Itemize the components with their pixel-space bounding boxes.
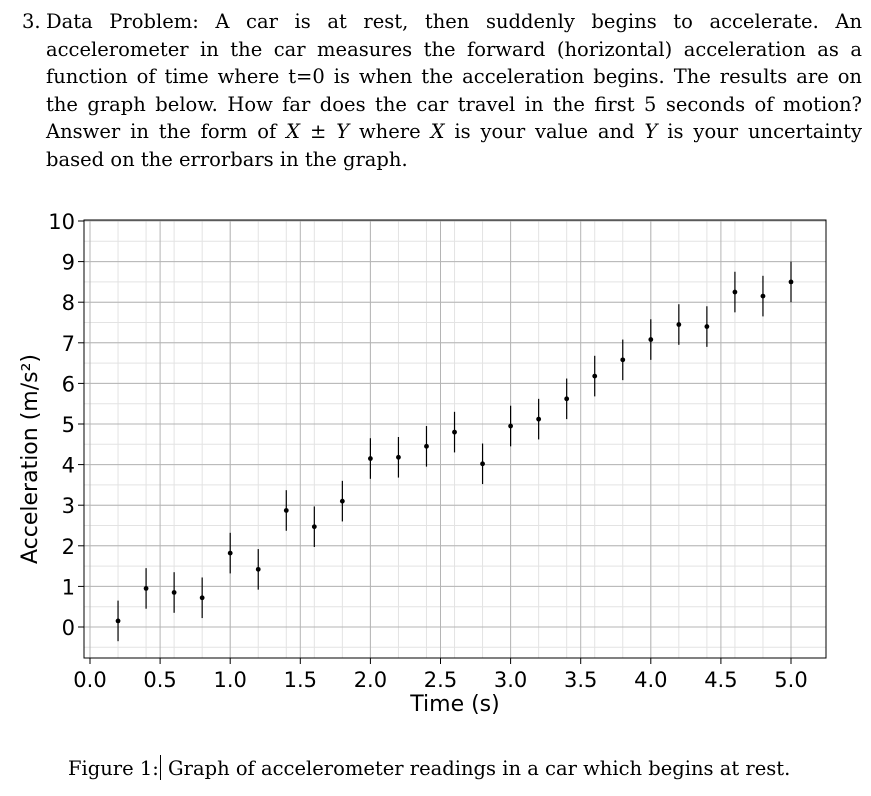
x-tick-label: 2.5 <box>424 668 457 692</box>
x-tick-label: 0.5 <box>143 668 176 692</box>
problem-number: 3. <box>22 10 41 33</box>
problem-text: Data Problem: A car is at rest, then sud… <box>46 8 862 174</box>
caption-text: Graph of accelerometer readings in a car… <box>161 757 791 780</box>
y-tick-label: 5 <box>62 413 75 437</box>
data-point <box>339 498 345 504</box>
x-tick-label: 3.0 <box>494 668 527 692</box>
data-point <box>760 293 766 299</box>
y-tick-label: 6 <box>62 372 75 396</box>
var-x-2: X <box>430 120 445 144</box>
problem-text-where: where <box>349 120 431 144</box>
var-y: Y <box>336 120 350 144</box>
x-tick-label: 0.0 <box>73 668 106 692</box>
data-point <box>732 289 738 295</box>
data-point <box>255 566 261 572</box>
text-cursor <box>159 755 161 780</box>
data-point <box>368 456 373 461</box>
data-point <box>620 357 626 363</box>
y-tick-label: 7 <box>62 332 75 356</box>
data-point <box>171 590 177 595</box>
data-marks <box>115 261 794 642</box>
grid <box>84 220 826 658</box>
x-tick-label: 5.0 <box>774 668 807 692</box>
var-x: X <box>286 120 301 144</box>
data-point <box>592 373 598 379</box>
x-tick-label: 3.5 <box>564 668 597 692</box>
x-tick-label: 1.5 <box>284 668 317 692</box>
data-point <box>396 454 401 460</box>
y-tick-label: 4 <box>62 454 75 478</box>
y-tick-label: 10 <box>48 210 75 234</box>
x-tick-label: 2.0 <box>354 668 387 692</box>
data-point <box>227 550 233 556</box>
x-axis-label: Time (s) <box>409 692 499 717</box>
y-tick-label: 2 <box>62 535 75 559</box>
y-tick-label: 0 <box>62 616 75 640</box>
y-tick-label: 1 <box>62 575 75 599</box>
data-point <box>283 508 289 513</box>
var-y-2: Y <box>644 120 658 144</box>
caption-label: Figure 1: <box>68 757 159 780</box>
y-axis-label: Acceleration (m/s²) <box>18 354 43 564</box>
problem-text-end: is your uncertainty based on the errorba… <box>46 120 862 171</box>
data-point <box>508 423 513 429</box>
data-point <box>311 524 317 530</box>
data-point <box>480 461 485 467</box>
data-point <box>452 429 457 435</box>
x-tick-label: 4.0 <box>634 668 667 692</box>
data-point <box>143 586 149 591</box>
y-tick-label: 8 <box>62 291 75 315</box>
problem-statement: 3. Data Problem: A car is at rest, then … <box>22 8 862 174</box>
acceleration-chart: 0.0 0.5 1.0 1.5 2.0 2.5 3.0 3.5 4.0 4.5 5.0 0 1 2 3 4 5 6… <box>18 210 827 717</box>
data-point <box>788 279 794 285</box>
y-tick-label: 3 <box>62 494 75 518</box>
data-point <box>564 396 570 402</box>
x-tick-label: 4.5 <box>704 668 737 692</box>
data-point <box>424 443 429 449</box>
problem-text-main: Data Problem: A car is at rest, then sud… <box>46 10 862 144</box>
data-point <box>199 595 205 601</box>
data-point <box>115 618 121 624</box>
data-point <box>676 322 682 327</box>
data-point <box>648 337 654 342</box>
plus-minus: ± <box>300 120 337 144</box>
x-tick-label: 1.0 <box>213 668 246 692</box>
figure-caption: Figure 1: Graph of accelerometer reading… <box>68 755 790 780</box>
axis-ticks: 0.0 0.5 1.0 1.5 2.0 2.5 3.0 3.5 4.0 4.5 5.0 0 1 2 3 4 5 6… <box>48 210 807 692</box>
data-point <box>704 324 710 329</box>
plot-frame <box>83 219 827 659</box>
problem-text-value: is your value and <box>444 120 645 144</box>
y-tick-label: 9 <box>62 251 75 275</box>
data-point <box>536 416 542 422</box>
